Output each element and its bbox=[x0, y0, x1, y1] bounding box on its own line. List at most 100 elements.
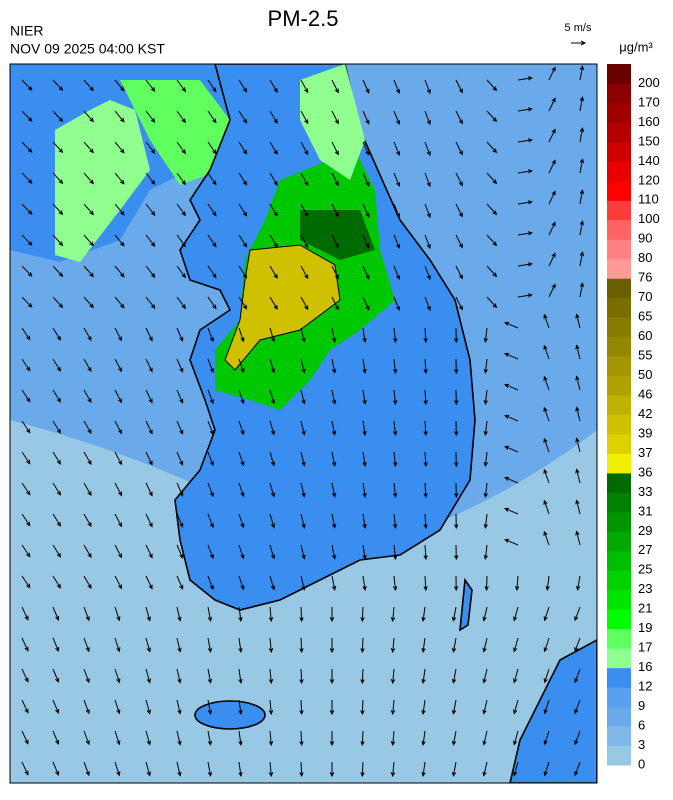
wind-arrow bbox=[21, 79, 33, 91]
wind-arrow bbox=[423, 544, 428, 561]
wind-arrow bbox=[329, 699, 335, 716]
wind-arrow bbox=[238, 699, 243, 716]
wind-arrow bbox=[454, 482, 459, 499]
wind-arrow bbox=[52, 296, 64, 309]
wind-arrow bbox=[513, 606, 519, 622]
wind-arrow bbox=[331, 420, 337, 436]
wind-arrow bbox=[331, 203, 339, 218]
wind-arrow bbox=[513, 637, 519, 653]
wind-arrow bbox=[145, 358, 153, 373]
wind-arrow bbox=[362, 513, 367, 529]
wind-arrow bbox=[238, 234, 248, 248]
title: PM-2.5 bbox=[268, 6, 339, 31]
colorbar-swatch bbox=[607, 278, 631, 299]
wind-arrow bbox=[329, 637, 335, 654]
wind-arrow bbox=[176, 296, 186, 310]
wind-arrow bbox=[390, 699, 396, 716]
wind-arrow bbox=[268, 606, 274, 623]
wind-arrow bbox=[360, 606, 365, 623]
wind-arrow bbox=[574, 637, 581, 653]
wind-arrow bbox=[517, 262, 533, 267]
wind-arrow bbox=[145, 420, 153, 435]
land-tsushima bbox=[459, 577, 473, 632]
wind-arrow bbox=[543, 406, 550, 422]
wind-arrow bbox=[83, 420, 92, 435]
wind-arrow bbox=[207, 451, 214, 467]
wind-arrow bbox=[331, 575, 337, 591]
wind-arrow bbox=[21, 451, 31, 465]
wind-arrow bbox=[83, 451, 92, 466]
wind-arrow bbox=[392, 482, 398, 499]
colorbar-swatch bbox=[607, 356, 631, 377]
wind-arrow bbox=[83, 637, 90, 653]
wind-arrow bbox=[575, 344, 581, 360]
wind-arrow bbox=[269, 575, 276, 591]
wind-arrow bbox=[269, 203, 278, 218]
wind-arrow bbox=[545, 575, 550, 592]
colorbar: 0369121617192123252729313336373942465055… bbox=[607, 64, 660, 771]
colorbar-swatch bbox=[607, 726, 631, 747]
wind-arrow bbox=[331, 327, 337, 343]
wind-arrow bbox=[269, 358, 276, 374]
wind-arrow bbox=[52, 265, 64, 278]
colorbar-swatch bbox=[607, 687, 631, 708]
wind-arrow bbox=[176, 730, 182, 746]
colorbar-swatch bbox=[607, 589, 631, 610]
colorbar-swatch bbox=[607, 64, 631, 84]
wind-arrow bbox=[238, 482, 245, 498]
wind-arrow bbox=[238, 730, 243, 747]
wind-arrow bbox=[362, 327, 367, 343]
wind-arrow bbox=[517, 200, 533, 205]
wind-arrow bbox=[513, 668, 519, 684]
wind-arrow bbox=[548, 66, 556, 81]
wind-arrow bbox=[486, 296, 498, 309]
colorbar-swatch bbox=[607, 706, 631, 727]
wind-arrow bbox=[207, 79, 217, 93]
wind-arrow bbox=[145, 389, 153, 404]
colorbar-swatch bbox=[607, 395, 631, 415]
wind-arrow bbox=[393, 203, 401, 219]
wind-arrow bbox=[21, 730, 29, 745]
wind-arrow bbox=[300, 172, 309, 187]
wind-arrow bbox=[238, 296, 248, 310]
wind-arrow bbox=[21, 327, 31, 341]
wind-arrow bbox=[207, 358, 214, 374]
colorbar-label: 170 bbox=[638, 94, 660, 109]
wind-arrow bbox=[486, 79, 498, 92]
colorbar-label: 6 bbox=[638, 717, 645, 732]
wind-arrow bbox=[21, 110, 33, 122]
wind-arrow bbox=[207, 234, 217, 248]
wind-arrow bbox=[331, 79, 339, 94]
wind-arrow bbox=[574, 606, 581, 622]
colorbar-label: 9 bbox=[638, 698, 645, 713]
wind-arrow bbox=[207, 513, 214, 529]
wind-arrow bbox=[300, 575, 306, 591]
wind-arrow bbox=[575, 406, 581, 422]
wind-arrow bbox=[114, 451, 123, 466]
wind-arrow bbox=[362, 172, 370, 187]
wind-arrow bbox=[360, 637, 365, 654]
wind-arrow bbox=[114, 110, 125, 123]
wind-arrow bbox=[207, 730, 213, 746]
wind-arrow bbox=[145, 265, 156, 278]
wind-arrow bbox=[238, 513, 245, 529]
wind-arrow bbox=[299, 730, 304, 747]
wind-arrow bbox=[451, 730, 457, 746]
wind-arrow bbox=[269, 141, 278, 156]
wind-arrow bbox=[21, 141, 33, 153]
wind-arrow bbox=[269, 296, 278, 311]
wind-arrow bbox=[114, 79, 125, 92]
wind-arrow bbox=[52, 79, 64, 92]
wind-arrow bbox=[114, 389, 123, 404]
unit: μg/m³ bbox=[619, 39, 653, 54]
wind-arrow bbox=[300, 79, 309, 94]
wind-arrow bbox=[83, 327, 92, 342]
colorbar-label: 36 bbox=[638, 464, 652, 479]
colorbar-label: 19 bbox=[638, 620, 652, 635]
colorbar-label: 39 bbox=[638, 425, 652, 440]
wind-arrow bbox=[176, 389, 184, 404]
wind-arrow bbox=[504, 445, 519, 453]
pm-zone bbox=[300, 210, 375, 260]
wind-arrow bbox=[454, 358, 459, 375]
